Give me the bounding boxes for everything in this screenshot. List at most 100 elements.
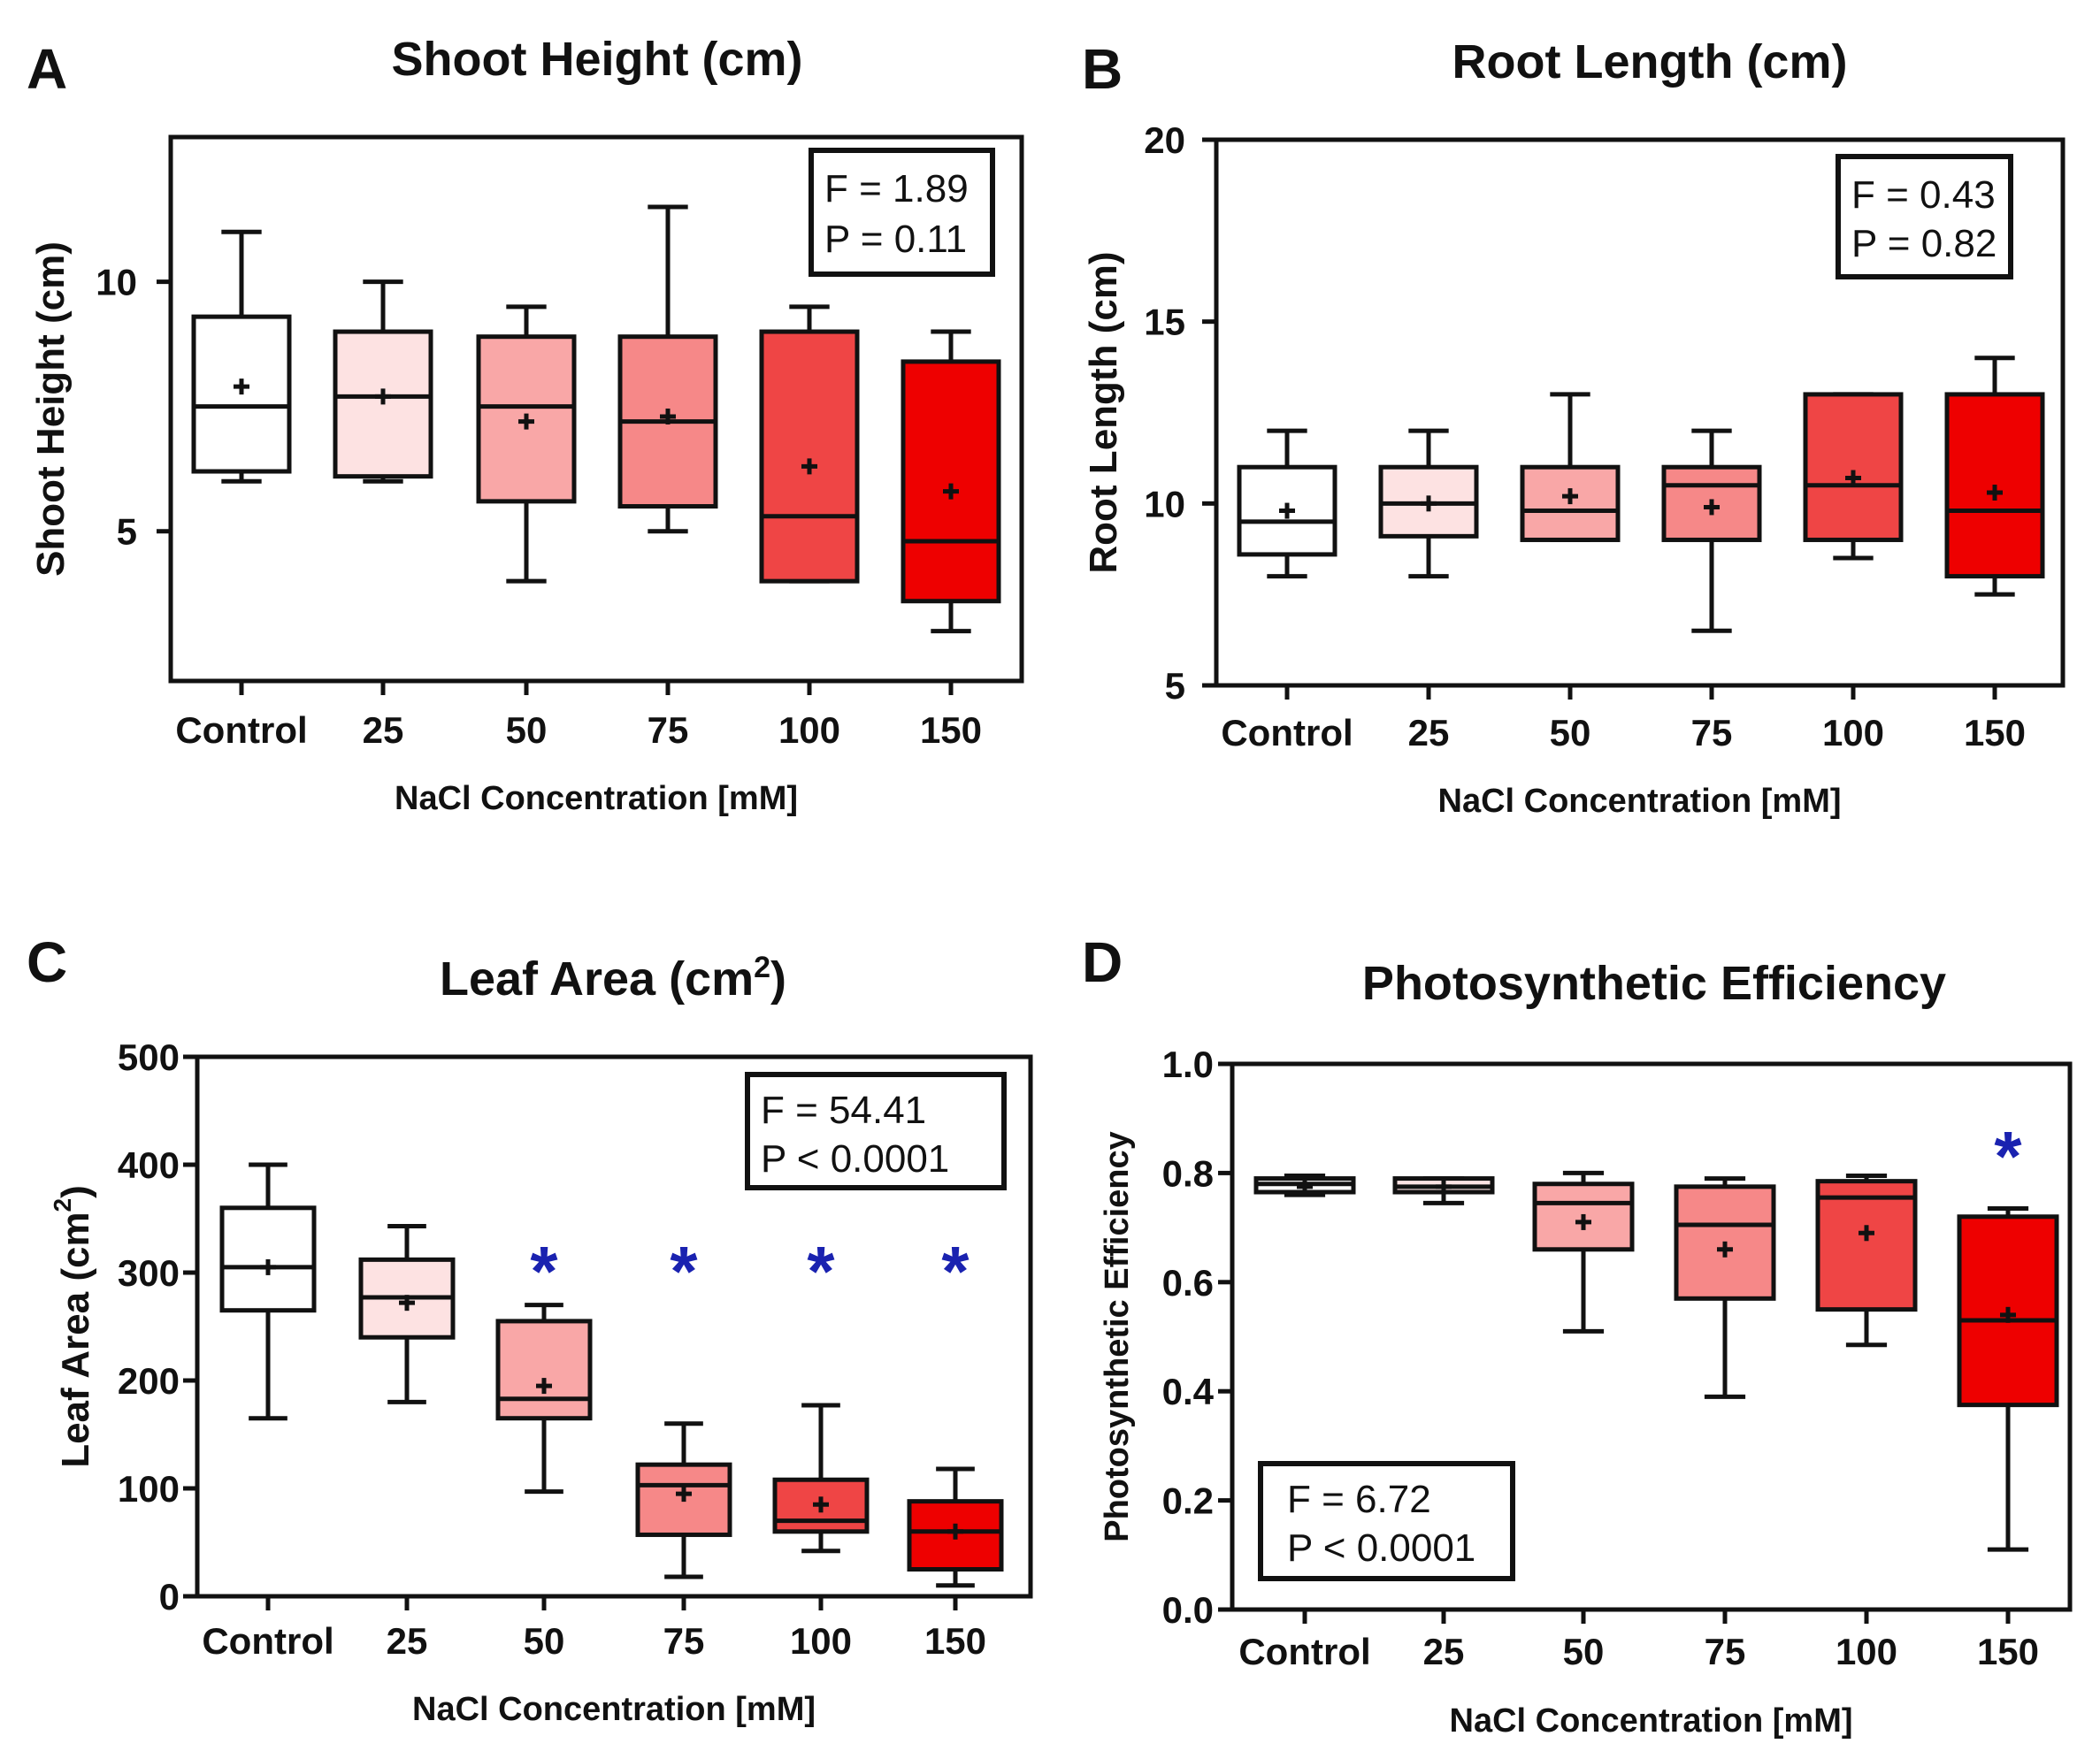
box-Control [219, 1162, 317, 1421]
box-100 [772, 1403, 870, 1554]
x-tick-label: 150 [920, 709, 982, 751]
chart-title: Root Length (cm) [1452, 35, 1848, 88]
box-75 [1661, 428, 1762, 633]
box-Control [1237, 428, 1337, 579]
significance-star: * [1994, 1117, 2022, 1196]
box-100 [1815, 1173, 1918, 1348]
y-axis-label: Leaf Area (cm2) [49, 1185, 97, 1468]
x-tick-label: 75 [648, 709, 689, 751]
panel-c: C Leaf Area (cm2)Leaf Area (cm2)NaCl Conc… [27, 930, 1033, 1728]
box-25 [358, 1224, 456, 1404]
stats-p-value: P = 0.82 [1851, 222, 1997, 265]
stats-box [745, 1072, 1007, 1190]
chart-title: Leaf Area (cm2) [440, 951, 786, 1006]
box-Control [1253, 1173, 1356, 1197]
box-50 [1532, 1170, 1635, 1334]
y-axis-label-text: Leaf Area (cm [54, 1212, 97, 1467]
plot-frame [1230, 1061, 2073, 1612]
box-100 [1803, 392, 1904, 561]
stats-f-value: F = 6.72 [1287, 1478, 1431, 1521]
x-tick-label: 100 [1836, 1631, 1897, 1672]
stats-p-value: P < 0.0001 [761, 1137, 949, 1181]
x-tick-label: 75 [663, 1620, 705, 1662]
x-tick-label: Control [175, 709, 307, 751]
box-75 [1674, 1176, 1776, 1399]
significance-star: * [670, 1232, 698, 1311]
y-axis-label-close: ) [54, 1185, 97, 1198]
box-150 [901, 329, 1001, 634]
stats-p-value: P < 0.0001 [1287, 1526, 1475, 1570]
chart-title-close: ) [770, 952, 786, 1006]
stats-box [1258, 1461, 1515, 1581]
x-tick-label: 150 [1964, 712, 2026, 753]
box-100 [759, 304, 860, 584]
box-iqr [495, 1319, 593, 1421]
x-tick-label: 100 [1822, 712, 1884, 753]
x-axis-label: NaCl Concentration [mM] [412, 1691, 816, 1728]
box-75 [617, 204, 718, 534]
box-iqr [759, 329, 860, 584]
x-axis-label: NaCl Concentration [mM] [1438, 783, 1842, 820]
y-tick-label: 400 [118, 1144, 180, 1186]
panel-letter: C [27, 930, 67, 994]
significance-star: * [530, 1232, 558, 1311]
y-tick-label: 0.6 [1162, 1262, 1214, 1304]
chart-title: Photosynthetic Efficiency [1362, 957, 1946, 1010]
chart-title-superscript: 2 [754, 951, 770, 984]
x-tick-label: Control [1238, 1631, 1370, 1672]
y-tick-label: 5 [1165, 665, 1185, 707]
x-tick-label: 100 [790, 1620, 852, 1662]
box-50 [495, 1303, 593, 1495]
box-iqr [1815, 1179, 1918, 1312]
box-25 [1392, 1176, 1495, 1205]
box-25 [1378, 428, 1479, 579]
stats-box [809, 148, 995, 277]
x-tick-label: 25 [1408, 712, 1450, 753]
panel-b: B Root Length (cm) Root Length (cm) NaCl Co… [1082, 35, 2066, 820]
stats-p-value: P = 0.11 [824, 218, 967, 261]
x-tick-label: 50 [1563, 1631, 1605, 1672]
x-tick-label: 150 [1977, 1631, 2039, 1672]
plot-frame [168, 134, 1024, 684]
significance-star: * [807, 1232, 835, 1311]
chart-title: Shoot Height (cm) [392, 33, 803, 86]
plot-frame [195, 1054, 1033, 1599]
panel-letter: A [27, 37, 67, 101]
y-axis-label-superscript: 2 [49, 1198, 76, 1212]
box-iqr [901, 359, 1001, 604]
x-tick-label: 75 [1705, 1631, 1746, 1672]
stats-box [1836, 154, 2013, 279]
x-tick-label: 75 [1691, 712, 1733, 753]
box-150 [1944, 356, 2045, 597]
stats-f-value: F = 54.41 [761, 1089, 926, 1132]
box-50 [476, 304, 577, 584]
x-tick-label: 25 [387, 1620, 428, 1662]
panel-a: A Shoot Height (cm) Shoot Height (cm) NaCl … [27, 33, 1024, 817]
y-tick-label: 500 [118, 1036, 180, 1078]
y-tick-label: 5 [117, 511, 137, 553]
plot-frame [1214, 137, 2066, 688]
box-25 [333, 279, 433, 484]
box-iqr [1803, 392, 1904, 542]
y-tick-label: 0.8 [1162, 1152, 1214, 1194]
y-tick-label: 0.4 [1162, 1371, 1215, 1412]
y-tick-label: 0.0 [1162, 1589, 1214, 1631]
panel-letter: D [1082, 930, 1123, 994]
x-tick-label: 150 [924, 1620, 986, 1662]
x-tick-label: 25 [1423, 1631, 1465, 1672]
y-tick-label: 1.0 [1162, 1044, 1214, 1085]
y-tick-label: 15 [1144, 302, 1185, 343]
panel-letter: B [1082, 37, 1123, 101]
box-Control [191, 229, 292, 484]
stats-f-value: F = 0.43 [1851, 173, 1996, 217]
significance-star: * [941, 1232, 970, 1311]
y-tick-label: 300 [118, 1252, 180, 1294]
y-tick-label: 10 [96, 262, 137, 303]
x-tick-label: 100 [778, 709, 840, 751]
y-tick-label: 20 [1144, 119, 1185, 161]
x-axis-label: NaCl Concentration [mM] [395, 780, 798, 817]
y-axis-label: Root Length (cm) [1082, 251, 1125, 573]
x-tick-label: 25 [363, 709, 404, 751]
box-iqr [219, 1205, 317, 1313]
